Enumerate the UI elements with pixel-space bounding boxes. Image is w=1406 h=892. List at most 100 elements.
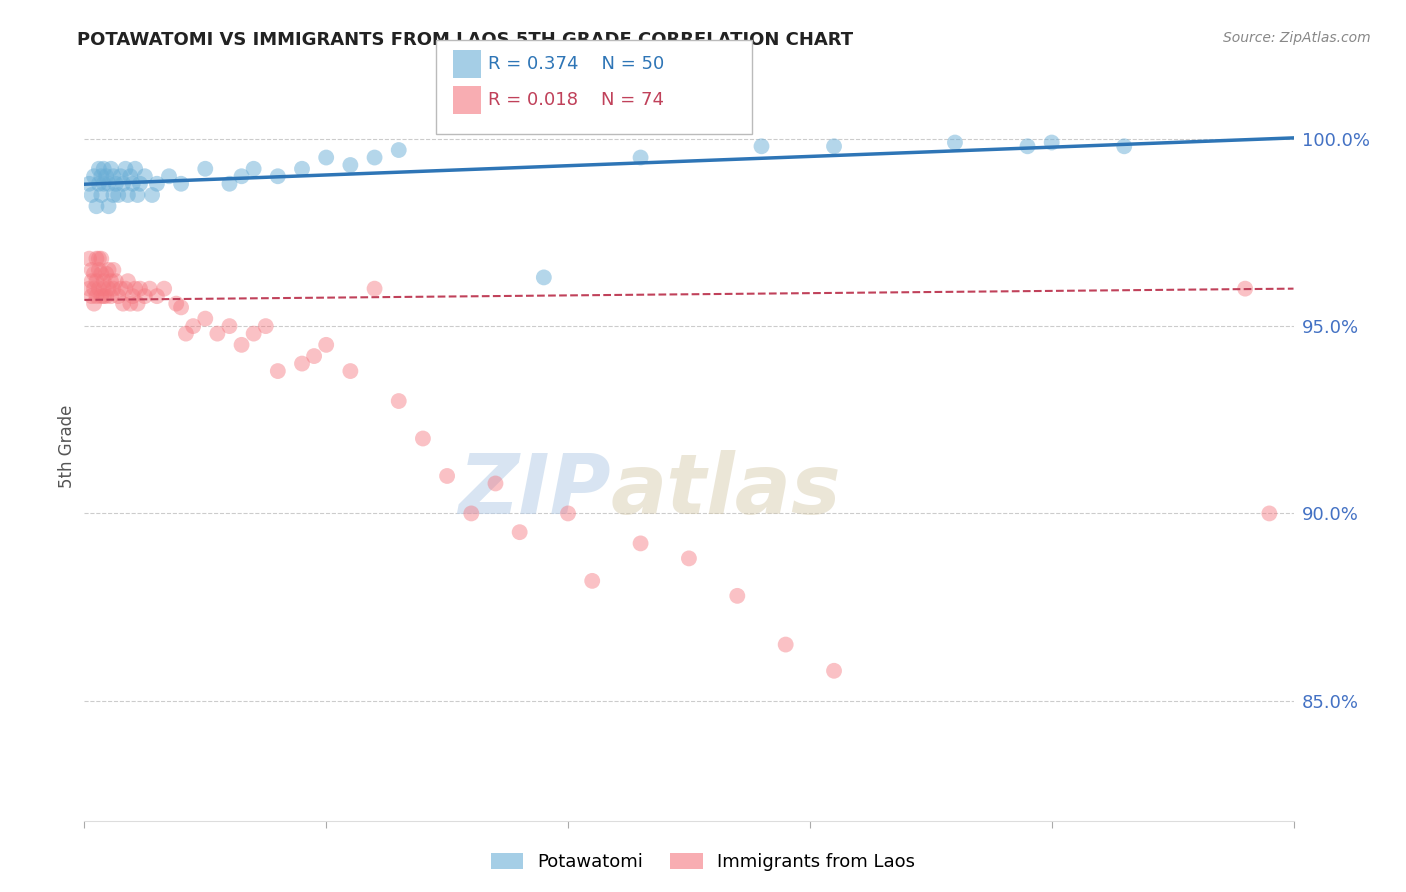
Point xyxy=(484,476,506,491)
Point xyxy=(181,319,204,334)
Y-axis label: 5th Grade: 5th Grade xyxy=(58,404,76,488)
Point xyxy=(141,188,163,202)
Point xyxy=(129,177,152,191)
Point xyxy=(100,274,122,288)
Point xyxy=(436,469,458,483)
Point xyxy=(90,169,112,184)
Point xyxy=(315,338,337,352)
Point xyxy=(83,267,105,281)
Point xyxy=(90,188,112,202)
Point xyxy=(557,507,579,521)
Point xyxy=(97,263,120,277)
Point xyxy=(94,267,117,281)
Point xyxy=(146,177,169,191)
Point xyxy=(87,252,110,266)
Point xyxy=(630,151,652,165)
Point xyxy=(127,296,149,310)
Point xyxy=(83,282,105,296)
Point xyxy=(1017,139,1039,153)
Point xyxy=(93,161,115,176)
Point xyxy=(110,169,132,184)
Point xyxy=(267,169,290,184)
Point xyxy=(134,169,156,184)
Point xyxy=(153,282,176,296)
Point xyxy=(90,289,112,303)
Point xyxy=(129,282,152,296)
Point xyxy=(112,296,135,310)
Text: R = 0.018    N = 74: R = 0.018 N = 74 xyxy=(488,91,664,109)
Point xyxy=(87,282,110,296)
Point xyxy=(775,638,797,652)
Point xyxy=(339,158,361,172)
Point xyxy=(231,169,253,184)
Point xyxy=(121,289,143,303)
Text: POTAWATOMI VS IMMIGRANTS FROM LAOS 5TH GRADE CORRELATION CHART: POTAWATOMI VS IMMIGRANTS FROM LAOS 5TH G… xyxy=(77,31,853,49)
Point xyxy=(630,536,652,550)
Point xyxy=(291,161,314,176)
Point xyxy=(117,274,139,288)
Point xyxy=(170,301,193,315)
Point xyxy=(94,289,117,303)
Point xyxy=(117,188,139,202)
Point xyxy=(93,282,115,296)
Point xyxy=(242,326,264,341)
Point xyxy=(83,296,105,310)
Point xyxy=(388,143,411,157)
Point xyxy=(1234,282,1257,296)
Point xyxy=(90,267,112,281)
Point xyxy=(267,364,290,378)
Point xyxy=(103,282,125,296)
Point xyxy=(124,282,146,296)
Point xyxy=(97,282,120,296)
Point xyxy=(412,432,434,446)
Point xyxy=(460,507,482,521)
Point xyxy=(127,188,149,202)
Point xyxy=(242,161,264,176)
Point xyxy=(823,139,845,153)
Text: atlas: atlas xyxy=(610,450,841,532)
Point xyxy=(194,311,217,326)
Point xyxy=(77,252,100,266)
Point xyxy=(114,161,136,176)
Point xyxy=(170,177,193,191)
Point xyxy=(87,263,110,277)
Point xyxy=(339,364,361,378)
Text: Source: ZipAtlas.com: Source: ZipAtlas.com xyxy=(1223,31,1371,45)
Point xyxy=(388,394,411,409)
Point xyxy=(1114,139,1136,153)
Point xyxy=(87,177,110,191)
Point xyxy=(678,551,700,566)
Point xyxy=(124,161,146,176)
Point xyxy=(533,270,555,285)
Point xyxy=(110,282,132,296)
Text: ZIP: ZIP xyxy=(458,450,610,532)
Point xyxy=(165,296,187,310)
Point xyxy=(363,282,385,296)
Point xyxy=(302,349,325,363)
Point xyxy=(725,589,748,603)
Point xyxy=(207,326,229,341)
Point xyxy=(157,169,180,184)
Point xyxy=(93,274,115,288)
Point xyxy=(121,177,143,191)
Point xyxy=(93,177,115,191)
Point xyxy=(363,151,385,165)
Point xyxy=(103,188,125,202)
Point xyxy=(1040,136,1063,150)
Point xyxy=(112,177,135,191)
Point xyxy=(100,289,122,303)
Point xyxy=(104,177,127,191)
Point xyxy=(107,188,129,202)
Point xyxy=(80,289,103,303)
Point xyxy=(120,296,142,310)
Point xyxy=(80,188,103,202)
Point xyxy=(218,319,240,334)
Point xyxy=(138,282,160,296)
Point xyxy=(77,282,100,296)
Point xyxy=(1258,507,1281,521)
Point xyxy=(86,252,108,266)
Point xyxy=(218,177,240,191)
Point xyxy=(254,319,277,334)
Point xyxy=(87,161,110,176)
Point xyxy=(86,289,108,303)
